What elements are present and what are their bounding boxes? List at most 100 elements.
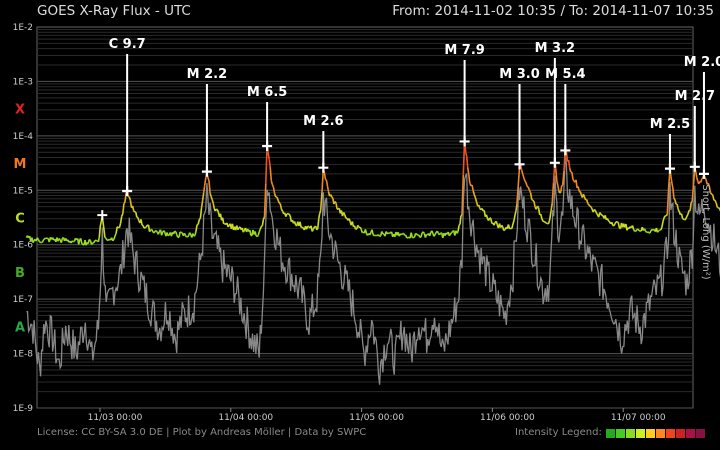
long-series-segment [550, 203, 553, 213]
long-series-segment [381, 231, 384, 235]
long-series-segment [361, 231, 364, 234]
long-series-segment [316, 227, 319, 231]
long-series-segment [613, 223, 616, 227]
long-series-segment [579, 191, 583, 196]
long-series-segment [154, 229, 157, 232]
long-series-segment [684, 218, 687, 221]
long-series-segment [329, 194, 333, 198]
long-series-segment [537, 207, 541, 215]
long-series-segment [39, 241, 42, 244]
long-series-segment [438, 232, 442, 236]
long-series-segment [326, 186, 330, 193]
long-series-segment [481, 208, 484, 212]
long-series-segment [342, 212, 346, 215]
long-series-segment [104, 236, 107, 239]
long-series-segment [137, 217, 140, 222]
long-series-segment [567, 159, 571, 169]
long-series-segment [115, 226, 118, 234]
long-series-segment [212, 202, 216, 209]
long-series-segment [513, 214, 516, 221]
long-series-segment [372, 233, 375, 237]
long-series-segment [686, 213, 689, 217]
long-series-segment [105, 237, 108, 241]
long-series-segment [324, 178, 328, 181]
long-series-segment [242, 229, 246, 233]
long-series-segment [647, 231, 650, 234]
long-series-segment [714, 200, 717, 204]
long-series-segment [531, 198, 534, 202]
long-series-segment [140, 219, 143, 226]
legend-swatch [626, 429, 635, 438]
flare-class-label: C [15, 212, 25, 227]
long-series-segment [400, 233, 404, 236]
long-series-segment [32, 240, 35, 243]
long-series-segment [198, 217, 201, 220]
long-series-segment [516, 186, 519, 205]
long-series-segment [677, 209, 681, 213]
long-series-segment [526, 185, 529, 188]
flare-marker [664, 163, 675, 174]
long-series-segment [211, 199, 214, 204]
long-series-segment [387, 232, 390, 235]
long-series-segment [280, 208, 284, 212]
long-series-segment [215, 208, 218, 211]
long-series-segment [299, 221, 302, 228]
long-series-segment [178, 231, 181, 238]
x-tick-label: 11/05 00:00 [349, 413, 404, 423]
long-series-segment [670, 175, 673, 184]
long-series-segment [273, 193, 277, 198]
flare-label: M 3.2 [535, 41, 576, 56]
long-series-segment [690, 200, 693, 204]
long-series-segment [120, 213, 124, 217]
long-series-segment [210, 196, 213, 200]
long-series-segment [249, 229, 252, 236]
long-series-segment [559, 191, 562, 194]
flare-marker-small [97, 210, 108, 221]
legend-swatch [616, 429, 625, 438]
long-series-segment [708, 186, 712, 193]
long-series-segment [255, 235, 258, 238]
long-series-segment [214, 208, 218, 212]
flare-marker [689, 161, 700, 172]
long-series-segment [128, 196, 132, 201]
long-series-segment [278, 202, 281, 205]
long-series-segment [99, 221, 103, 227]
long-series-segment [202, 185, 206, 193]
long-series-segment [293, 221, 297, 226]
long-series-segment [142, 225, 145, 229]
long-series-segment [501, 224, 504, 228]
flare-class-label: A [15, 320, 25, 335]
flare-label: M 7.9 [444, 43, 485, 58]
y-tick-label: 1E-3 [13, 77, 33, 87]
long-series-segment [448, 233, 452, 237]
y-tick-label: 1E-2 [13, 23, 33, 33]
long-series-segment [704, 177, 707, 181]
long-series-segment [458, 223, 461, 226]
long-series-segment [271, 184, 275, 188]
long-series-segment [709, 192, 713, 195]
y-tick-label: 1E-6 [13, 241, 34, 251]
long-series-segment [707, 183, 711, 188]
long-series-segment [662, 217, 665, 222]
long-series-segment [461, 174, 465, 216]
long-series-segment [646, 231, 649, 234]
long-series-segment [107, 238, 110, 241]
long-series-segment [201, 192, 205, 201]
long-series-segment [369, 232, 372, 236]
long-series-segment [317, 218, 320, 229]
long-series-segment [541, 218, 544, 222]
long-series-segment [631, 225, 635, 230]
plot-background [36, 26, 694, 409]
long-series-segment [321, 169, 325, 193]
long-series-segment [517, 167, 521, 187]
flare-label: M 2.5 [650, 117, 691, 132]
long-series-segment [364, 229, 368, 234]
long-series-segment [227, 224, 230, 228]
y-tick-label: 1E-5 [13, 186, 33, 196]
long-series-segment [495, 221, 499, 226]
long-series-segment [532, 199, 535, 202]
long-series-segment [715, 202, 719, 208]
long-series-segment [672, 188, 675, 199]
long-series-segment [93, 240, 96, 244]
long-series-segment [587, 203, 590, 206]
